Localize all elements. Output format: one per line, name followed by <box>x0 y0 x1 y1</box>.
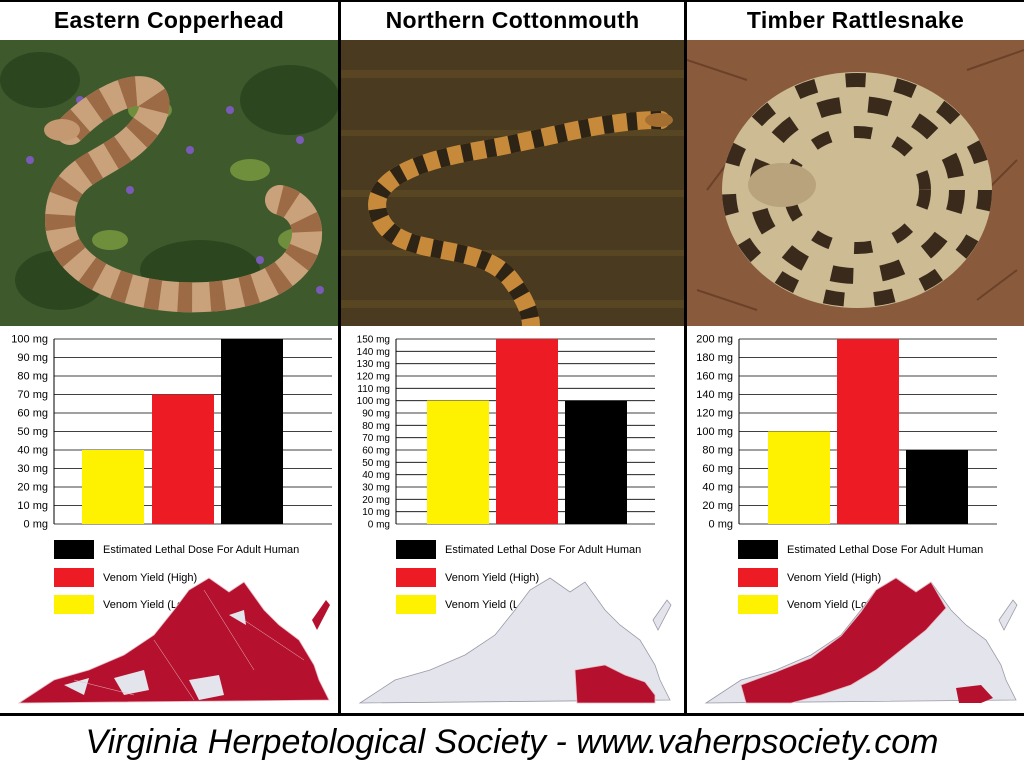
y-tick-label: 120 mg <box>696 408 733 420</box>
y-tick-label: 40 mg <box>702 482 733 494</box>
y-tick-label: 100 mg <box>357 396 390 407</box>
y-tick-label: 100 mg <box>696 426 733 438</box>
y-tick-label: 180 mg <box>696 352 733 364</box>
y-tick-label: 50 mg <box>17 426 48 438</box>
y-tick-label: 10 mg <box>17 500 48 512</box>
y-tick-label: 140 mg <box>696 389 733 401</box>
y-tick-label: 80 mg <box>362 421 390 432</box>
y-tick-label: 140 mg <box>357 347 390 358</box>
y-tick-label: 90 mg <box>362 409 390 420</box>
rattlesnake-title: Timber Rattlesnake <box>746 6 965 33</box>
y-tick-label: 60 mg <box>702 463 733 475</box>
legend-label: Venom Yield (High) <box>103 571 198 584</box>
legend-swatch <box>396 540 436 559</box>
rattlesnake-range-map <box>704 577 1018 704</box>
bar-estimated-lethal-dose-for-adult-human <box>565 400 627 524</box>
y-tick-label: 120 mg <box>357 372 390 383</box>
rattlesnake-chart: 0 mg 20 mg 40 mg 60 mg 80 mg 100 mg 120 mg 140 … <box>696 334 997 531</box>
legend-swatch <box>738 568 778 587</box>
legend-label: Venom Yield (Low) <box>103 598 195 611</box>
y-tick-label: 200 mg <box>696 334 733 346</box>
legend-swatch <box>54 540 94 559</box>
bar-venom-yield-low <box>427 400 489 524</box>
footer-divider <box>0 713 1024 716</box>
copperhead-title: Eastern Copperhead <box>53 6 285 33</box>
top-border <box>0 0 1024 2</box>
y-tick-label: 10 mg <box>362 507 390 518</box>
y-tick-label: 100 mg <box>11 334 48 346</box>
legend-item-lethal-dose: Estimated Lethal Dose For Adult Human <box>54 540 299 559</box>
legend-swatch <box>54 595 94 614</box>
y-tick-label: 0 mg <box>24 519 48 531</box>
legend-swatch <box>54 568 94 587</box>
y-tick-label: 40 mg <box>362 470 390 481</box>
legend-swatch <box>738 595 778 614</box>
bar-venom-yield-low <box>82 450 144 524</box>
bar-estimated-lethal-dose-for-adult-human <box>221 339 283 524</box>
copperhead-photo <box>0 40 338 326</box>
y-tick-label: 20 mg <box>362 495 390 506</box>
left-divider <box>338 0 341 716</box>
y-tick-label: 20 mg <box>702 500 733 512</box>
legend-label: Estimated Lethal Dose For Adult Human <box>103 543 300 556</box>
cottonmouth-photo <box>341 40 684 326</box>
bar-venom-yield-high <box>496 339 558 524</box>
y-tick-label: 80 mg <box>702 445 733 457</box>
legend-label: Estimated Lethal Dose For Adult Human <box>787 543 984 556</box>
bar-venom-yield-low <box>768 431 830 524</box>
bar-venom-yield-high <box>837 339 899 524</box>
legend-label: Venom Yield (Low) <box>787 598 879 611</box>
legend-item-venom-low: Venom Yield (Low) <box>738 595 879 614</box>
rattlesnake-photo <box>687 40 1024 326</box>
y-tick-label: 160 mg <box>696 371 733 383</box>
y-tick-label: 0 mg <box>368 520 390 531</box>
legend-label: Venom Yield (High) <box>787 571 882 584</box>
copperhead-range-map <box>17 577 330 704</box>
copperhead-chart: 0 mg 10 mg 20 mg 30 mg 40 mg 50 mg 60 mg 70 mg 8… <box>11 334 332 531</box>
y-tick-label: 130 mg <box>357 359 390 370</box>
legend-label: Estimated Lethal Dose For Adult Human <box>445 543 642 556</box>
legend-label: Venom Yield (High) <box>445 571 540 584</box>
footer-credit: Virginia Herpetological Society - www.va… <box>85 722 939 761</box>
bar-estimated-lethal-dose-for-adult-human <box>906 450 968 524</box>
legend-item-venom-low: Venom Yield (Low) <box>396 595 537 614</box>
y-tick-label: 110 mg <box>357 384 390 395</box>
legend-item-venom-low: Venom Yield (Low) <box>54 595 195 614</box>
y-tick-label: 80 mg <box>17 371 48 383</box>
copperhead-legend: Estimated Lethal Dose For Adult Human Ve… <box>54 540 338 616</box>
legend-swatch <box>396 568 436 587</box>
y-tick-label: 70 mg <box>362 433 390 444</box>
legend-swatch <box>738 540 778 559</box>
y-tick-label: 0 mg <box>709 519 733 531</box>
y-tick-label: 30 mg <box>362 483 390 494</box>
y-tick-label: 50 mg <box>362 458 390 469</box>
y-tick-label: 150 mg <box>357 335 390 346</box>
y-tick-label: 60 mg <box>17 408 48 420</box>
legend-item-venom-high: Venom Yield (High) <box>54 568 197 587</box>
legend-label: Venom Yield (Low) <box>445 598 537 611</box>
legend-item-venom-high: Venom Yield (High) <box>396 568 539 587</box>
y-tick-label: 90 mg <box>17 352 48 364</box>
y-tick-label: 20 mg <box>17 482 48 494</box>
cottonmouth-legend: Estimated Lethal Dose For Adult Human Ve… <box>396 540 680 616</box>
cottonmouth-title: Northern Cottonmouth <box>385 6 640 33</box>
y-tick-label: 40 mg <box>17 445 48 457</box>
y-tick-label: 30 mg <box>17 463 48 475</box>
y-tick-label: 70 mg <box>17 389 48 401</box>
bar-venom-yield-high <box>152 394 214 524</box>
legend-swatch <box>396 595 436 614</box>
right-divider <box>684 0 687 716</box>
rattlesnake-legend: Estimated Lethal Dose For Adult Human Ve… <box>738 540 1022 616</box>
legend-item-lethal-dose: Estimated Lethal Dose For Adult Human <box>738 540 983 559</box>
y-tick-label: 60 mg <box>362 446 390 457</box>
legend-item-lethal-dose: Estimated Lethal Dose For Adult Human <box>396 540 641 559</box>
cottonmouth-range-map <box>358 577 672 704</box>
legend-item-venom-high: Venom Yield (High) <box>738 568 881 587</box>
